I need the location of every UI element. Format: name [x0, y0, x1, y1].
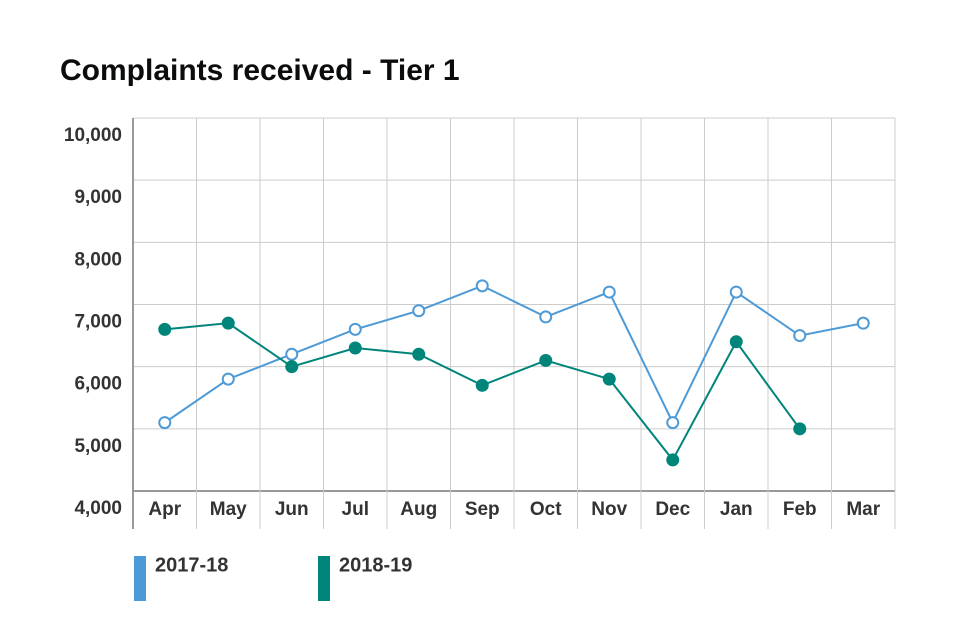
data-point	[602, 372, 616, 386]
x-tick-label: Nov	[591, 499, 627, 520]
data-point	[221, 316, 235, 330]
data-point	[793, 422, 807, 436]
legend-swatch	[318, 556, 330, 601]
y-tick-label: 9,000	[74, 187, 122, 208]
chart-title: Complaints received - Tier 1	[60, 54, 460, 87]
data-point	[348, 341, 362, 355]
x-tick-label: Jun	[275, 499, 309, 520]
y-tick-label: 6,000	[74, 374, 122, 395]
data-point	[348, 322, 362, 336]
x-tick-label: Oct	[530, 499, 562, 520]
data-point	[412, 347, 426, 361]
data-point	[602, 285, 616, 299]
legend-label: 2017-18	[155, 554, 228, 576]
data-point	[475, 378, 489, 392]
data-point	[285, 347, 299, 361]
data-point	[158, 416, 172, 430]
x-tick-label: Apr	[148, 499, 181, 520]
data-point	[666, 453, 680, 467]
data-point	[793, 329, 807, 343]
data-point	[539, 310, 553, 324]
y-tick-label: 5,000	[74, 436, 122, 457]
x-tick-label: Jul	[342, 499, 369, 520]
x-tick-label: Feb	[783, 499, 817, 520]
legend-swatch	[134, 556, 146, 601]
data-point	[856, 316, 870, 330]
x-tick-label: Dec	[655, 499, 690, 520]
x-tick-label: Sep	[465, 499, 500, 520]
y-tick-label: 4,000	[74, 498, 122, 519]
y-tick-label: 8,000	[74, 249, 122, 270]
x-tick-label: Jan	[720, 499, 753, 520]
y-tick-label: 10,000	[64, 125, 122, 146]
data-point	[729, 335, 743, 349]
data-point	[729, 285, 743, 299]
data-point	[666, 416, 680, 430]
data-point	[285, 360, 299, 374]
data-point	[412, 304, 426, 318]
x-tick-label: May	[210, 499, 247, 520]
data-point	[158, 322, 172, 336]
legend-label: 2018-19	[339, 554, 412, 576]
data-point	[475, 279, 489, 293]
data-point	[539, 353, 553, 367]
x-tick-label: Mar	[846, 499, 880, 520]
y-tick-label: 7,000	[74, 312, 122, 333]
data-point	[221, 372, 235, 386]
x-tick-label: Aug	[400, 499, 437, 520]
